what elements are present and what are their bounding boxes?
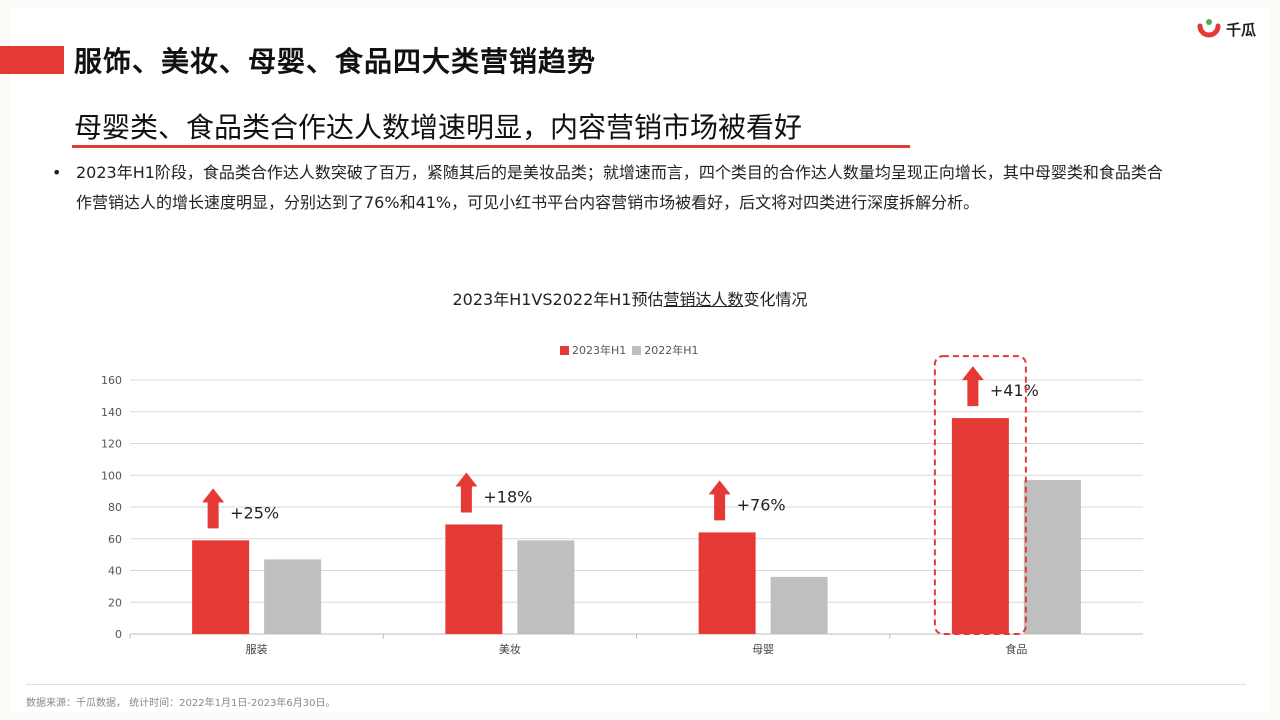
bullet-text: 2023年H1阶段，食品类合作达人数突破了百万，紧随其后的是美妆品类；就增速而言… [76, 163, 1163, 212]
subtitle: 母婴类、食品类合作达人数增速明显，内容营销市场被看好 [74, 111, 803, 144]
footer-source: 数据来源：千瓜数据， 统计时间：2022年1月1日-2023年6月30日。 [26, 698, 336, 709]
growth-arrow-icon [455, 472, 478, 513]
chart-title-underlined: 营销达人数 [663, 290, 744, 309]
bullet-dot: • [52, 163, 62, 182]
legend-item-2022: 2022年H1 [632, 342, 699, 358]
bar-2023-2 [698, 532, 756, 634]
y-tick-label: 120 [101, 438, 122, 451]
x-category-label: 食品 [1005, 642, 1027, 656]
footer-divider [26, 684, 1246, 685]
bullet-paragraph: • 2023年H1阶段，食品类合作达人数突破了百万，紧随其后的是美妆品类；就增速… [52, 158, 1172, 218]
bar-2023-0 [192, 540, 250, 634]
y-tick-label: 100 [101, 469, 122, 482]
y-tick-label: 20 [108, 596, 122, 609]
growth-label: +18% [483, 487, 532, 506]
y-tick-label: 140 [101, 406, 122, 419]
highlight-box [933, 355, 1027, 635]
bar-2022-2 [770, 576, 828, 634]
chart-title: 2023年H1VS2022年H1预估营销达人数变化情况 [0, 286, 1260, 310]
header-accent-bar [0, 46, 64, 74]
legend-label-2022: 2022年H1 [644, 344, 699, 357]
y-tick-label: 160 [101, 374, 122, 387]
legend-swatch-2022 [632, 345, 642, 355]
growth-arrow-icon [961, 366, 984, 407]
bar-2022-1 [517, 540, 575, 634]
x-category-label: 服装 [246, 643, 268, 656]
bar-2022-0 [264, 559, 322, 634]
bar-2023-3 [951, 418, 1009, 634]
growth-arrow-icon [202, 488, 225, 529]
logo: 千瓜 [1196, 16, 1256, 42]
logo-text: 千瓜 [1225, 20, 1256, 39]
chart-legend: 2023年H1 2022年H1 [560, 342, 705, 358]
growth-arrow-icon [708, 480, 731, 521]
y-tick-label: 0 [115, 628, 122, 641]
logo-icon [1197, 19, 1221, 38]
legend-swatch-2023 [560, 345, 569, 355]
growth-label: +41% [990, 381, 1039, 400]
growth-label: +76% [737, 495, 786, 514]
bar-2022-3 [1023, 480, 1081, 634]
y-tick-label: 60 [108, 533, 122, 546]
x-category-label: 美妆 [499, 643, 521, 656]
legend-item-2023: 2023年H1 [560, 342, 626, 358]
subtitle-underline [72, 145, 910, 148]
chart-title-suffix: 变化情况 [743, 290, 808, 309]
page-title: 服饰、美妆、母婴、食品四大类营销趋势 [74, 45, 597, 78]
growth-label: +25% [230, 503, 279, 522]
chart-title-prefix: 2023年H1VS2022年H1预估 [452, 290, 664, 309]
legend-label-2023: 2023年H1 [572, 344, 627, 357]
bar-2023-1 [445, 524, 503, 634]
y-tick-label: 40 [108, 565, 122, 578]
y-tick-label: 80 [108, 501, 122, 514]
x-category-label: 母婴 [752, 643, 774, 656]
